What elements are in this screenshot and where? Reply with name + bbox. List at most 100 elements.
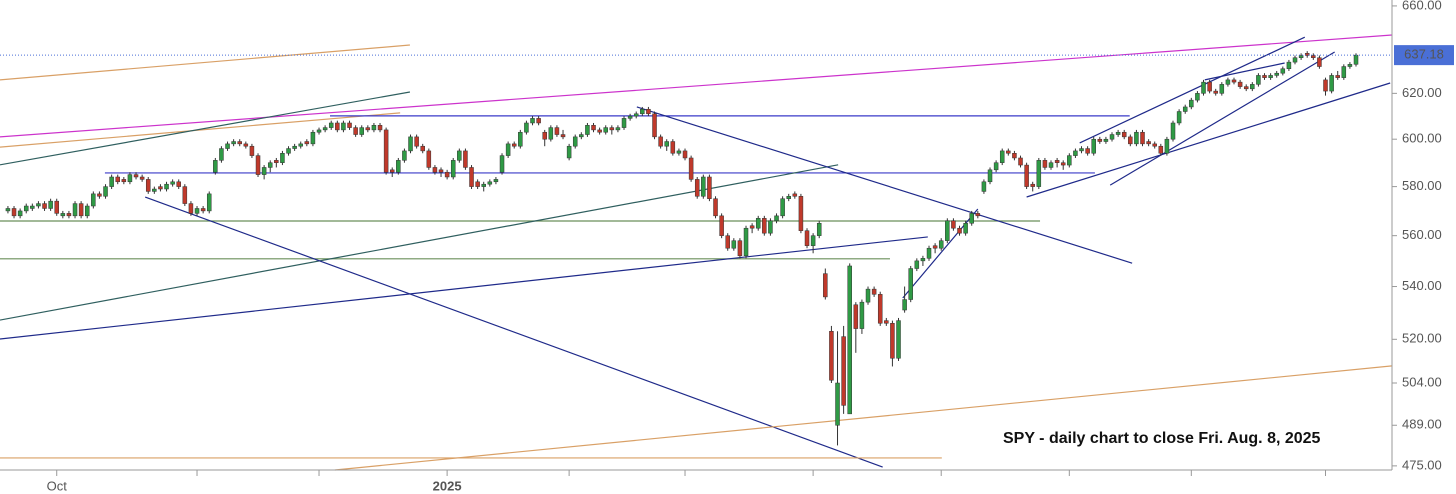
candle-body (341, 122, 346, 131)
candle-body (347, 122, 352, 128)
candle-body (1201, 81, 1206, 94)
candle-body (487, 181, 493, 185)
candle-body (737, 240, 743, 257)
candle-body (267, 162, 273, 168)
last-price-label: 637.18 (1404, 47, 1444, 62)
candle-body (1304, 53, 1310, 56)
y-tick-label: 520.00 (1402, 331, 1442, 346)
candle-body (1213, 90, 1218, 94)
candle-body (548, 127, 554, 140)
candle-body (1085, 148, 1090, 154)
candle-body (78, 203, 84, 217)
candle-body (816, 222, 822, 236)
candle-body (1036, 160, 1042, 187)
candle-body (121, 179, 127, 183)
trendline (0, 112, 401, 148)
candle-body (1073, 150, 1078, 156)
candle-body (999, 150, 1005, 163)
candle-body (328, 122, 334, 128)
candle-body (298, 143, 303, 147)
candle-body (48, 200, 53, 209)
candle-body (615, 127, 621, 131)
candle-body (566, 145, 572, 159)
candle-body (524, 122, 529, 133)
candle-body (54, 200, 59, 214)
candle-body (792, 193, 798, 197)
candle-body (585, 125, 590, 135)
candle-body (475, 181, 480, 187)
candle-body (1225, 79, 1231, 85)
candle-body (359, 127, 364, 135)
candle-body (158, 186, 163, 190)
candle-body (145, 179, 151, 192)
candle-body (1262, 75, 1267, 78)
candle-body (91, 193, 96, 207)
candle-body (1067, 155, 1072, 166)
candle-body (1030, 183, 1035, 187)
candle-body (1103, 138, 1109, 142)
candle-body (219, 148, 224, 161)
candle-body (1146, 141, 1151, 145)
candle-body (322, 127, 328, 131)
candle-body (890, 323, 895, 359)
candle-body (914, 260, 920, 269)
candle-body (1347, 64, 1353, 67)
candle-body (30, 205, 35, 209)
candle-body (1182, 106, 1188, 112)
candle-body (902, 299, 907, 311)
candle-body (1115, 131, 1121, 135)
candle-body (688, 157, 694, 180)
candle-body (847, 265, 852, 415)
candle-body (213, 160, 218, 173)
candle-body (1018, 157, 1023, 166)
candle-body (481, 183, 486, 187)
candle-body (908, 268, 913, 300)
candle-body (310, 131, 316, 145)
candle-body (1353, 54, 1359, 65)
candle-body (176, 181, 181, 187)
candle-body (292, 145, 297, 149)
candle-body (426, 150, 432, 168)
candle-body (1311, 55, 1316, 58)
candle-body (884, 320, 889, 324)
candle-body (1006, 150, 1011, 154)
y-tick-label: 660.00 (1402, 0, 1442, 12)
candle-body (865, 288, 871, 303)
candle-body (725, 235, 730, 249)
y-tick-label: 504.00 (1402, 374, 1442, 389)
candle-body (206, 193, 212, 212)
candles (5, 51, 1359, 446)
candle-body (493, 179, 499, 183)
candle-body (823, 273, 828, 298)
candle-body (1317, 57, 1322, 67)
candle-body (871, 288, 877, 295)
candle-body (1341, 66, 1347, 78)
candle-body (1298, 55, 1304, 58)
candle-body (810, 235, 816, 246)
candle-body (11, 208, 17, 217)
candle-body (1048, 162, 1054, 168)
candle-body (841, 336, 846, 406)
candle-body (432, 167, 438, 173)
candle-body (670, 141, 676, 154)
candle-body (1152, 143, 1157, 147)
candle-body (316, 129, 322, 133)
candle-body (969, 213, 974, 224)
candle-body (249, 145, 255, 156)
candle-body (383, 129, 389, 173)
candle-body (1280, 68, 1286, 74)
candle-body (1292, 57, 1298, 63)
candle-body (1323, 79, 1328, 92)
candle-body (786, 196, 791, 199)
candle-body (1012, 153, 1017, 159)
candle-body (664, 141, 669, 147)
candle-body (1176, 111, 1182, 124)
candle-body (274, 160, 279, 163)
candle-body (5, 208, 11, 212)
candle-body (164, 183, 169, 190)
candle-body (1329, 75, 1334, 92)
candle-body (188, 203, 194, 214)
candle-body (371, 125, 377, 131)
candle-body (694, 179, 700, 197)
candle-body (542, 131, 547, 140)
